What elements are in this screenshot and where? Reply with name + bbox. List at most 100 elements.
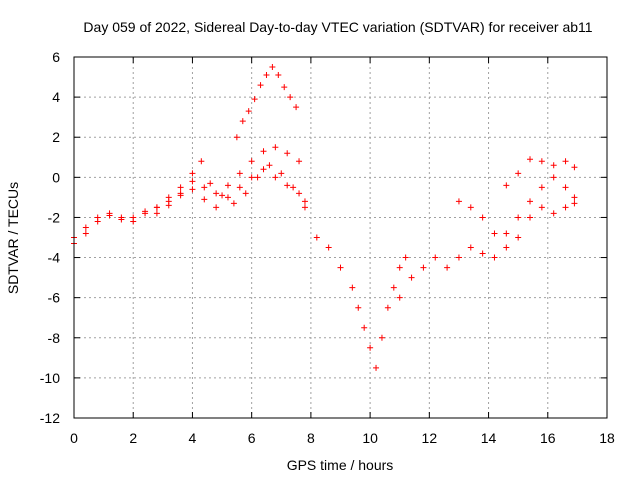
data-point [467, 204, 474, 211]
data-point [349, 284, 356, 291]
data-point [479, 250, 486, 257]
data-point [515, 170, 522, 177]
x-tick-label: 0 [70, 430, 78, 446]
series-track-f [396, 200, 578, 301]
data-point [263, 72, 270, 79]
data-point [527, 214, 534, 221]
data-point [301, 198, 308, 205]
data-point [325, 244, 332, 251]
data-point [130, 214, 137, 221]
data-point [515, 214, 522, 221]
data-point [153, 204, 160, 211]
data-point [266, 162, 273, 169]
data-point [177, 190, 184, 197]
plot-frame [73, 56, 608, 419]
series-track-e [301, 204, 409, 371]
x-tick-label: 8 [307, 430, 315, 446]
data-point [402, 254, 409, 261]
data-point [257, 82, 264, 89]
data-point [224, 194, 231, 201]
data-point [390, 284, 397, 291]
data-point [396, 264, 403, 271]
data-point [367, 344, 374, 351]
y-tick-label: -12 [40, 410, 60, 426]
x-tick-label: 2 [129, 430, 137, 446]
y-tick-label: -2 [48, 209, 61, 225]
y-tick-label: -4 [48, 250, 61, 266]
data-point [260, 148, 267, 155]
data-point [219, 192, 226, 199]
data-point [491, 254, 498, 261]
data-point [281, 84, 288, 91]
data-point [503, 230, 510, 237]
data-point [236, 184, 243, 191]
y-tick-label: 6 [52, 49, 60, 65]
data-point [301, 204, 308, 211]
series-track-c [153, 144, 303, 211]
y-axis-label: SDTVAR / TECUs [5, 182, 21, 294]
series-track-h [503, 156, 578, 189]
series-track-a [71, 158, 308, 241]
data-point [248, 158, 255, 165]
x-tick-label: 12 [422, 430, 438, 446]
data-point [245, 108, 252, 115]
data-point [373, 364, 380, 371]
data-point [378, 334, 385, 341]
data-point [571, 164, 578, 171]
data-point [503, 182, 510, 189]
data-point [571, 200, 578, 207]
data-point [189, 186, 196, 193]
data-point [491, 230, 498, 237]
data-point [538, 204, 545, 211]
data-point [538, 158, 545, 165]
data-point [82, 224, 89, 231]
data-point [272, 174, 279, 181]
data-point [207, 180, 214, 187]
data-point [420, 264, 427, 271]
data-point [550, 162, 557, 169]
data-point [189, 170, 196, 177]
data-point [467, 244, 474, 251]
data-point [550, 174, 557, 181]
data-point [198, 158, 205, 165]
data-point [290, 184, 297, 191]
data-point [455, 198, 462, 205]
series-track-b [71, 166, 303, 247]
y-tick-label: -10 [40, 370, 60, 386]
data-point [527, 156, 534, 163]
data-point [337, 264, 344, 271]
data-point [503, 244, 510, 251]
data-point [284, 150, 291, 157]
data-point [562, 204, 569, 211]
data-point [213, 204, 220, 211]
x-tick-label: 10 [362, 430, 378, 446]
x-tick-label: 14 [481, 430, 497, 446]
data-marks [71, 64, 578, 371]
data-point [201, 184, 208, 191]
data-point [361, 324, 368, 331]
y-tick-label: 2 [52, 129, 60, 145]
data-point [444, 264, 451, 271]
data-point [527, 198, 534, 205]
data-point [269, 64, 276, 71]
data-point [296, 158, 303, 165]
data-point [296, 190, 303, 197]
data-point [562, 158, 569, 165]
data-point [224, 182, 231, 189]
data-point [201, 196, 208, 203]
data-point [538, 184, 545, 191]
data-point [272, 144, 279, 151]
chart-title: Day 059 of 2022, Sidereal Day-to-day VTE… [83, 19, 592, 35]
data-point [571, 194, 578, 201]
data-point [562, 184, 569, 191]
data-point [254, 174, 261, 181]
data-point [142, 208, 149, 215]
y-tick-label: -8 [48, 330, 61, 346]
data-point [177, 184, 184, 191]
grid-layer [74, 57, 607, 418]
data-point [284, 182, 291, 189]
series-track-g [455, 174, 578, 237]
y-tick-label: -6 [48, 290, 61, 306]
data-point [94, 218, 101, 225]
